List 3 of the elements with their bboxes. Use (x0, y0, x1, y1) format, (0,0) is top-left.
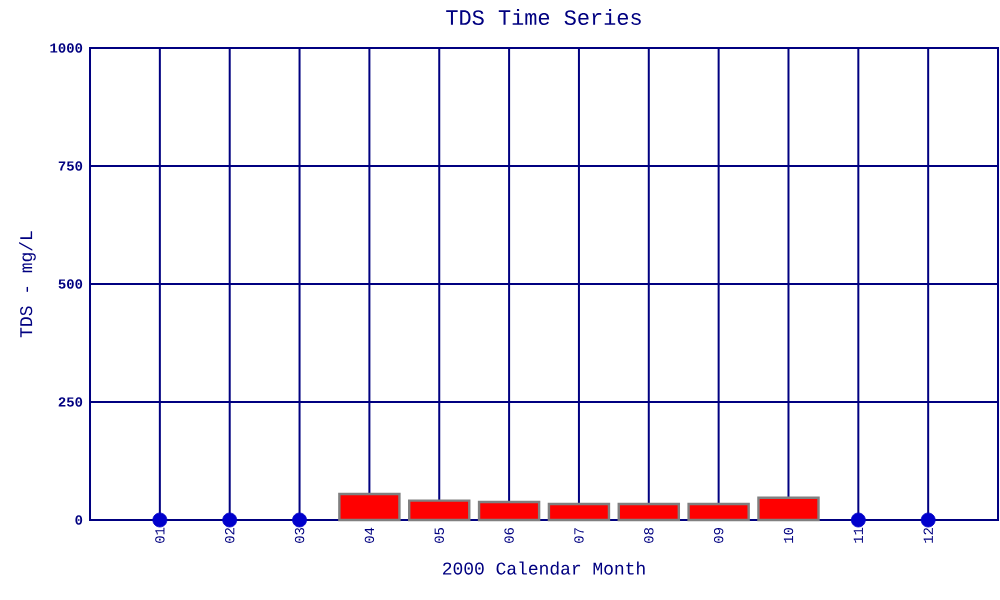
chart-title: TDS Time Series (446, 8, 641, 25)
x-axis-title: 2000 Calendar Month (443, 561, 645, 575)
y-axis-title: TDS - mg/L (19, 231, 36, 338)
